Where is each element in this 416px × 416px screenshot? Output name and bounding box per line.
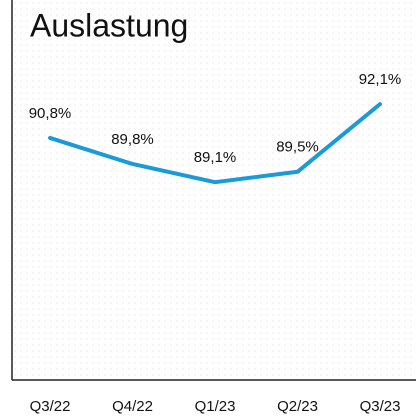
data-label: 89,5% xyxy=(276,139,319,156)
data-label: 89,1% xyxy=(194,149,237,166)
chart-title: Auslastung xyxy=(30,7,188,43)
x-tick-label: Q1/23 xyxy=(195,398,236,415)
data-label: 89,8% xyxy=(111,131,154,148)
x-tick-label: Q3/22 xyxy=(30,398,71,415)
plot-background xyxy=(12,0,416,380)
x-tick-label: Q3/23 xyxy=(360,398,401,415)
x-tick-label: Q4/22 xyxy=(112,398,153,415)
data-label: 90,8% xyxy=(29,105,72,122)
data-label: 92,1% xyxy=(359,71,402,88)
line xyxy=(48,102,382,185)
x-tick-label: Q2/23 xyxy=(277,398,318,415)
